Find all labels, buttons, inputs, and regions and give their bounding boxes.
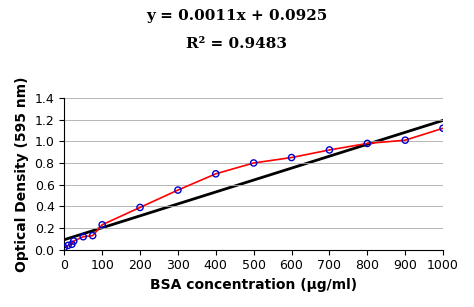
Point	[99, 222, 106, 227]
Text: y = 0.0011x + 0.0925: y = 0.0011x + 0.0925	[146, 9, 328, 23]
Point	[61, 245, 68, 250]
Point	[364, 141, 371, 146]
Point	[401, 138, 409, 143]
Point	[70, 239, 78, 243]
Point	[64, 243, 72, 248]
Point	[136, 205, 144, 210]
X-axis label: BSA concentration (μg/ml): BSA concentration (μg/ml)	[150, 278, 357, 292]
Point	[250, 161, 257, 165]
Point	[439, 126, 447, 131]
Point	[212, 171, 219, 176]
Point	[174, 188, 182, 192]
Text: R² = 0.9483: R² = 0.9483	[186, 37, 288, 51]
Y-axis label: Optical Density (595 nm): Optical Density (595 nm)	[15, 76, 29, 272]
Point	[68, 242, 76, 247]
Point	[80, 234, 87, 239]
Point	[288, 155, 295, 160]
Point	[326, 147, 333, 152]
Point	[89, 233, 97, 238]
